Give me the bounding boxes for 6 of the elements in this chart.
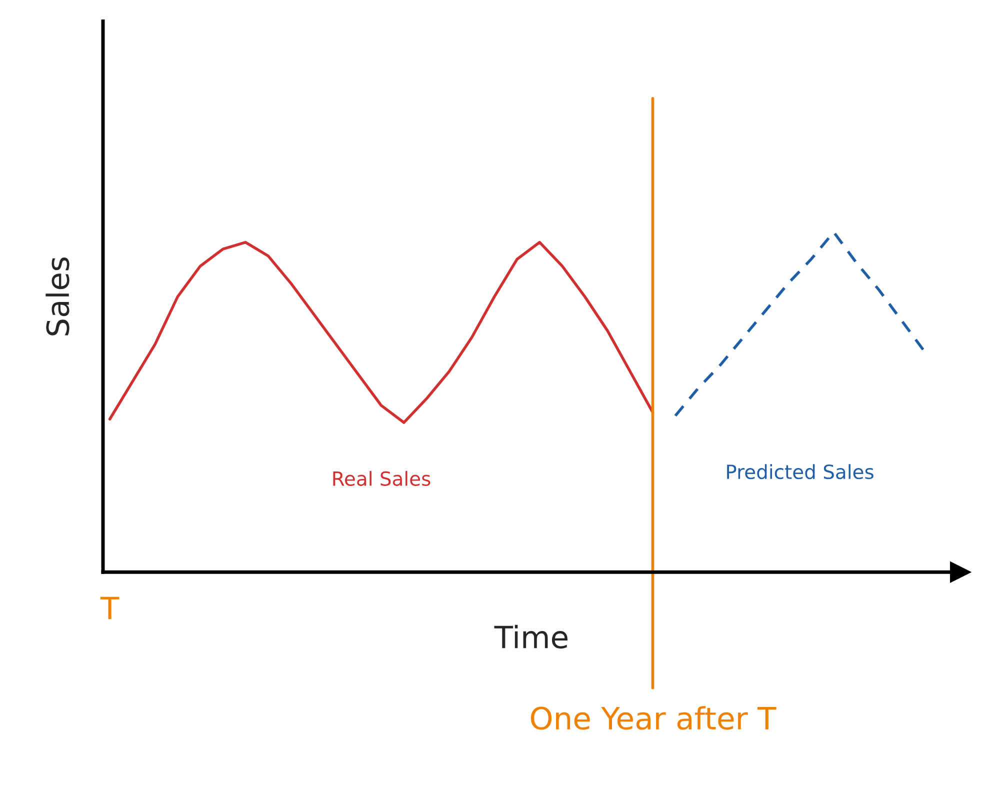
text: T	[100, 596, 120, 620]
y-axis-title: Sales	[46, 258, 70, 336]
text: Predicted Sales	[727, 464, 874, 480]
text: One Year after T	[530, 706, 776, 730]
text: Real Sales	[333, 470, 430, 486]
x-axis-title: Time	[494, 624, 568, 649]
